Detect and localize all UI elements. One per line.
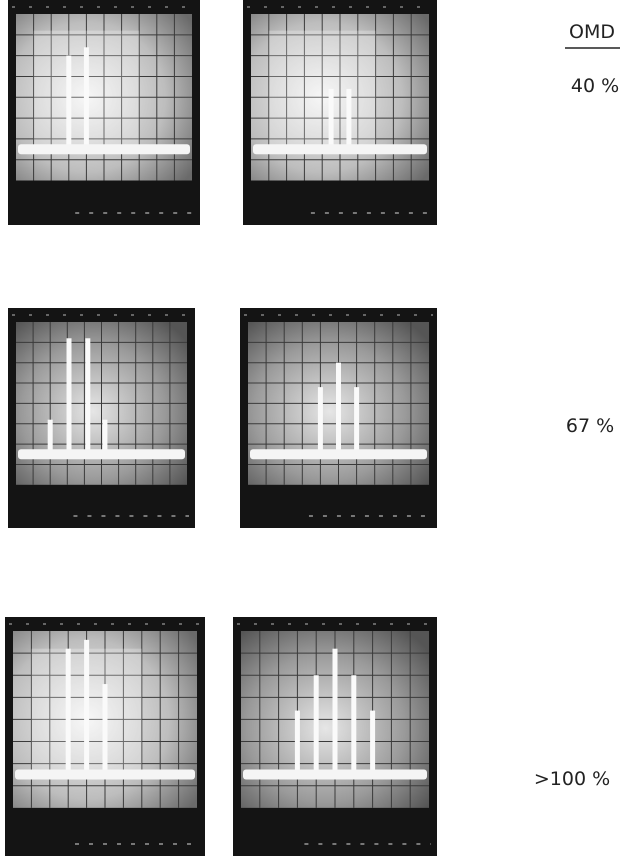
spectral-line <box>65 648 71 773</box>
row-label: >100 % <box>534 768 610 790</box>
noise-floor <box>18 449 185 460</box>
row-label: 67 % <box>566 415 614 437</box>
spectral-line <box>354 387 360 453</box>
noise-glow <box>268 30 376 148</box>
spectral-line <box>66 338 72 453</box>
noise-floor <box>253 144 427 155</box>
row-label: 40 % <box>571 75 619 97</box>
photo-grid <box>5 0 437 856</box>
spectral-line <box>313 675 319 773</box>
spectral-line <box>317 387 323 453</box>
spectral-line <box>66 55 72 148</box>
spectral-line <box>102 419 108 453</box>
noise-floor <box>18 144 190 155</box>
scope-photo <box>8 0 200 225</box>
noise-floor <box>250 449 427 460</box>
spectral-line <box>346 88 352 148</box>
scope-photo <box>240 308 437 528</box>
spectral-line <box>84 639 90 773</box>
scope-photo <box>243 0 437 225</box>
column-header: OMD <box>569 21 615 43</box>
spectral-line <box>370 710 376 773</box>
noise-floor <box>243 769 427 780</box>
scope-photo <box>5 617 205 856</box>
spectral-line <box>85 338 91 453</box>
spectral-line <box>102 684 108 773</box>
scope-photo <box>8 308 195 528</box>
noise-floor <box>15 769 195 780</box>
spectral-line <box>47 419 53 453</box>
spectral-line <box>328 88 334 148</box>
spectral-line <box>332 648 338 773</box>
spectral-line <box>294 710 300 773</box>
spectral-line <box>83 47 89 148</box>
spectral-line <box>336 362 341 453</box>
spectral-line <box>351 675 357 773</box>
scope-photo <box>233 617 437 856</box>
